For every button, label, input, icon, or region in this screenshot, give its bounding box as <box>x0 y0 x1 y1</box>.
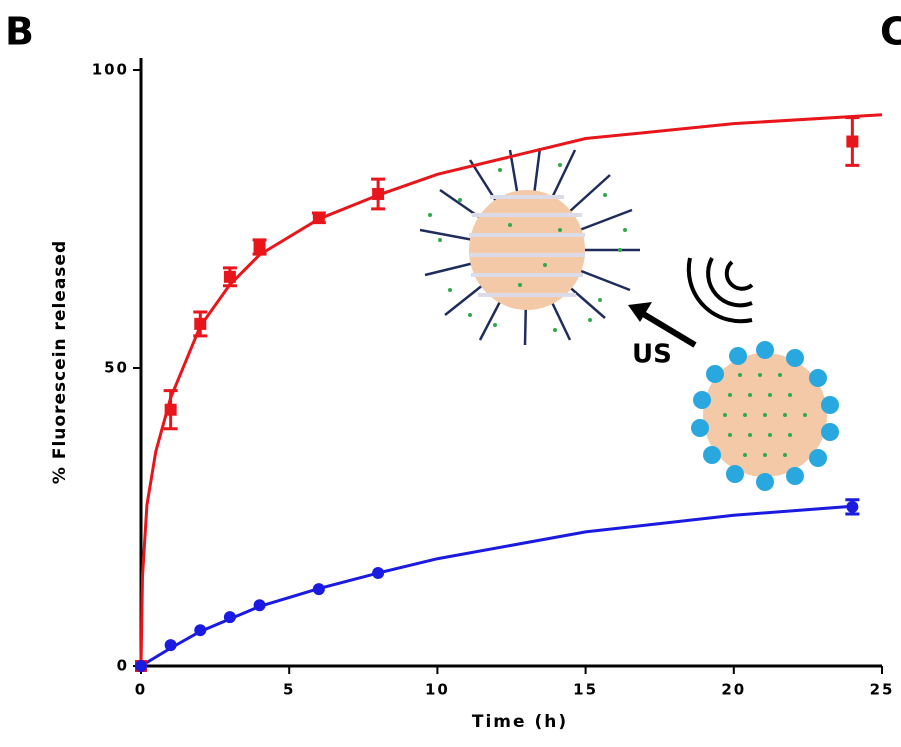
marker <box>313 212 325 224</box>
marker <box>194 624 206 636</box>
illustration <box>420 148 839 491</box>
marker <box>372 188 384 200</box>
x-axis-title: Time (h) <box>472 712 568 732</box>
x-tick-label: 5 <box>283 681 295 699</box>
marker <box>224 611 236 623</box>
marker <box>254 599 266 611</box>
y-tick-label: 50 <box>104 359 129 377</box>
marker <box>846 501 858 513</box>
y-tick-label: 0 <box>117 657 129 675</box>
marker <box>313 583 325 595</box>
y-tick-label: 100 <box>92 61 129 79</box>
x-tick-label: 0 <box>135 681 147 699</box>
marker <box>165 639 177 651</box>
annotation: US <box>632 340 672 370</box>
chart: B C Time (h) % Fluorescein released US 0… <box>0 0 901 743</box>
x-tick-label: 20 <box>721 681 746 699</box>
marker <box>194 318 206 330</box>
panel-label: B <box>5 10 34 54</box>
panel-label: C <box>880 10 901 54</box>
marker <box>846 136 858 148</box>
marker <box>372 567 384 579</box>
x-tick-label: 10 <box>425 681 450 699</box>
y-axis-title: % Fluorescein released <box>50 240 70 484</box>
marker <box>254 241 266 253</box>
x-tick-label: 15 <box>573 681 598 699</box>
marker <box>135 660 147 672</box>
fit-curve <box>141 506 852 666</box>
x-tick-label: 25 <box>870 681 895 699</box>
marker <box>165 404 177 416</box>
marker <box>224 271 236 283</box>
